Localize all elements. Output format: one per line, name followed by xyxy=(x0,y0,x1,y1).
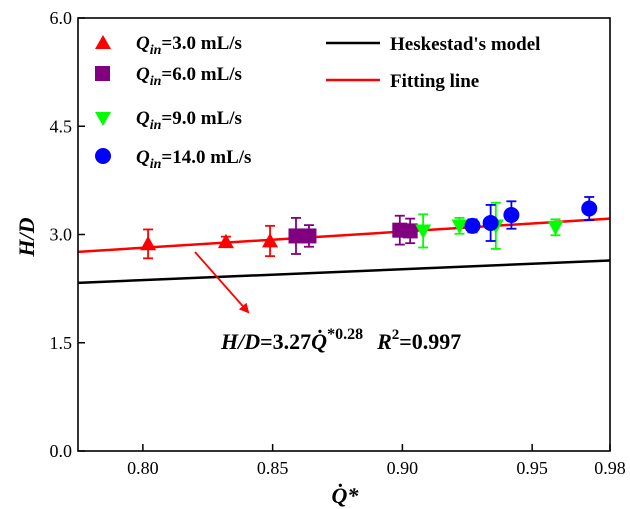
axis-ticks: 0.80 0.85 0.90 0.95 0.98 0.0 1.5 3.0 4.5 6.0 xyxy=(50,8,626,478)
marker-triangle-down xyxy=(451,219,468,234)
marker-square xyxy=(301,228,317,244)
legend: Qin=3.0 mL/s Qin=6.0 mL/s Qin=9.0 mL/s Q… xyxy=(95,33,540,172)
annotation-arrow xyxy=(194,251,250,314)
data-point-triangle-up xyxy=(262,224,279,258)
data-point-triangle-up xyxy=(217,233,234,249)
data-point-triangle-down xyxy=(415,213,432,249)
legend-label-fitting: Fitting line xyxy=(390,71,479,92)
y-tick-label: 1.5 xyxy=(50,333,73,353)
data-point-triangle-down xyxy=(547,218,564,237)
marker-circle xyxy=(581,200,598,217)
marker-circle xyxy=(464,217,481,234)
data-points xyxy=(140,196,598,260)
data-point-triangle-down xyxy=(451,217,468,235)
model-lines xyxy=(77,217,611,285)
marker-square xyxy=(288,228,304,244)
marker-circle xyxy=(503,207,520,224)
legend-label-6: Qin=6.0 mL/s xyxy=(136,64,242,89)
data-point-square xyxy=(288,217,304,255)
data-point-circle xyxy=(581,196,598,221)
x-tick-label: 0.95 xyxy=(516,458,548,478)
legend-marker-6 xyxy=(95,66,110,81)
legend-marker-3 xyxy=(95,35,111,49)
legend-label-3: Qin=3.0 mL/s xyxy=(136,33,242,58)
y-tick-label: 0.0 xyxy=(50,441,73,461)
legend-label-heskestad: Heskestad's model xyxy=(390,34,540,55)
marker-triangle-up xyxy=(262,232,279,248)
x-tick-label: 0.90 xyxy=(387,458,419,478)
heskestad-s-model-line xyxy=(77,259,611,285)
fit-equation: H/D=3.27Q̇*0.28 R2=0.997 xyxy=(220,326,461,354)
data-point-circle xyxy=(464,217,481,234)
y-tick-label: 6.0 xyxy=(50,8,73,28)
marker-triangle-down xyxy=(547,220,564,236)
legend-label-9: Qin=9.0 mL/s xyxy=(136,108,242,133)
y-axis-label: H/D xyxy=(14,217,39,257)
y-tick-label: 4.5 xyxy=(50,116,73,136)
legend-marker-14 xyxy=(95,148,111,164)
y-tick-label: 3.0 xyxy=(50,225,73,245)
data-point-square xyxy=(402,217,418,245)
data-point-square xyxy=(301,224,317,248)
marker-circle xyxy=(482,214,499,231)
marker-triangle-down xyxy=(415,224,432,239)
legend-marker-9 xyxy=(95,112,111,126)
legend-label-14: Qin=14.0 mL/s xyxy=(136,147,251,172)
marker-square xyxy=(402,223,418,239)
fitting-line-line xyxy=(77,217,611,254)
x-tick-label: 0.85 xyxy=(257,458,289,478)
marker-triangle-up xyxy=(217,233,234,249)
data-point-triangle-up xyxy=(140,228,157,260)
x-tick-label: 0.98 xyxy=(594,458,626,478)
data-point-circle xyxy=(503,200,520,230)
x-tick-label: 0.80 xyxy=(127,458,159,478)
x-axis-label: Q̇* xyxy=(332,483,360,508)
data-point-circle xyxy=(482,204,499,242)
marker-triangle-up xyxy=(140,235,157,251)
